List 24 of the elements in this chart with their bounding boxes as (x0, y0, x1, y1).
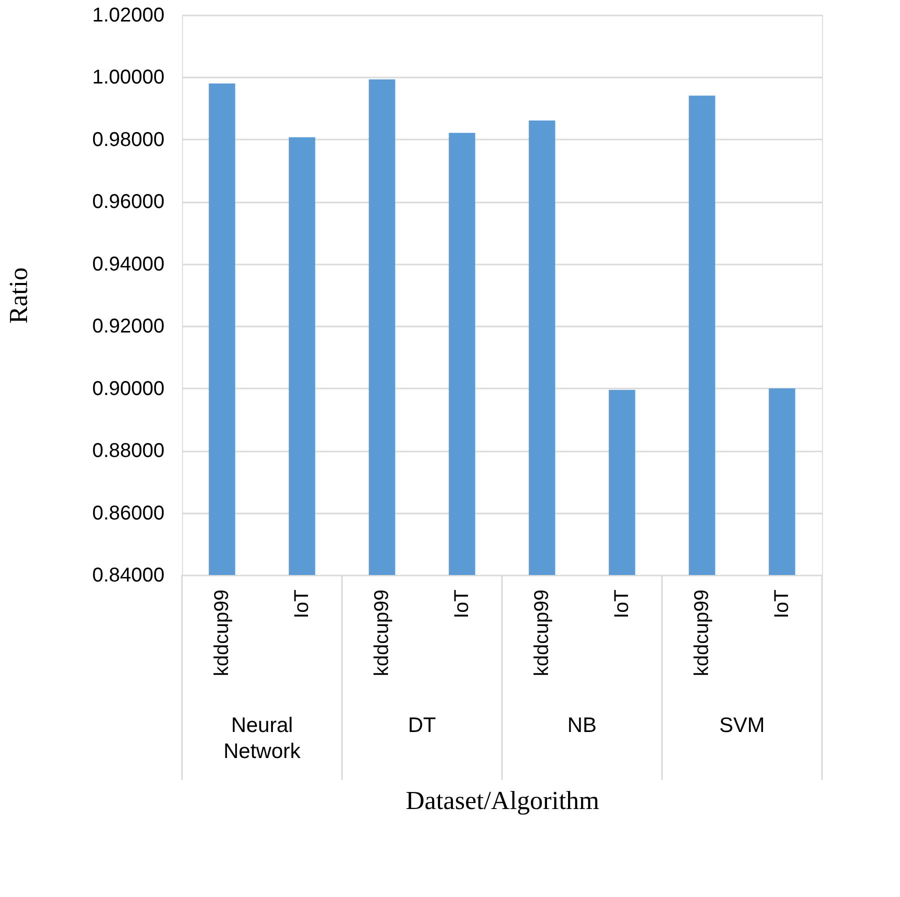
x-axis-title: Dataset/Algorithm (406, 786, 600, 816)
x-tick-label: kddcup99 (211, 590, 233, 676)
text: NB (567, 714, 597, 737)
y-tick-label: 1.00000 (92, 66, 164, 89)
text: DT (408, 714, 436, 737)
x-tick-label: IoT (611, 590, 633, 618)
y-tick-label: 0.86000 (92, 502, 164, 524)
y-tick-label: 1.02000 (92, 4, 164, 26)
x-tick-label: IoT (771, 590, 793, 618)
y-tick-label: 0.94000 (92, 253, 164, 276)
y-tick-label: 0.84000 (92, 564, 164, 586)
text: SVM (719, 714, 765, 737)
y-tick-label: 0.90000 (92, 378, 164, 400)
y-tick-label: 0.88000 (92, 440, 164, 462)
y-tick-label: 0.98000 (92, 128, 164, 151)
x-tick-label: kddcup99 (531, 590, 553, 676)
x-tick-label: IoT (451, 590, 473, 618)
text: Neural Network (223, 714, 301, 763)
y-tick-label: 0.96000 (92, 191, 164, 214)
y-axis-title: Ratio (4, 267, 34, 324)
y-tick-label: 0.92000 (92, 316, 164, 338)
x-tick-label: IoT (291, 590, 313, 618)
x-tick-label: kddcup99 (371, 590, 393, 676)
x-tick-label: kddcup99 (691, 590, 713, 676)
